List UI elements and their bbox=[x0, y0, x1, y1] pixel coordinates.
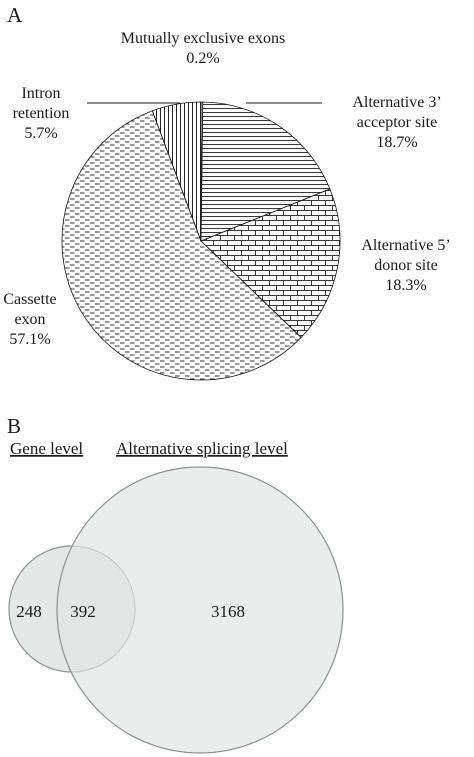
venn-count-splicing-only: 3168 bbox=[211, 602, 245, 621]
label-intron-retention-line-2: retention bbox=[13, 105, 70, 122]
venn-count-gene-only: 248 bbox=[16, 602, 42, 621]
venn-heading-alternative-splicing-level: Alternative splicing level bbox=[116, 439, 288, 458]
panel-b-letter: B bbox=[7, 414, 21, 438]
slice-cassette-exon bbox=[61, 110, 302, 381]
venn-diagram: Gene level Alternative splicing level 248 3… bbox=[8, 439, 344, 754]
label-mutually-exclusive-exons-line-1: Mutually exclusive exons bbox=[121, 30, 285, 47]
slice-intron-retention bbox=[151, 101, 202, 242]
label-alternative-5-donor-site-line-3: 18.3% bbox=[385, 277, 426, 294]
pie-chart bbox=[61, 101, 341, 381]
label-cassette-exon-line-2: exon bbox=[14, 311, 45, 328]
panel-a-letter: A bbox=[7, 3, 23, 27]
venn-heading-gene-level: Gene level bbox=[10, 439, 83, 458]
label-alternative-5-donor-site-line-1: Alternative 5’ bbox=[361, 237, 450, 254]
label-cassette-exon-line-3: 57.1% bbox=[9, 331, 50, 348]
slice-alternative-5-donor-site bbox=[200, 188, 341, 338]
label-intron-retention-line-3: 5.7% bbox=[24, 125, 57, 142]
label-alternative-3-acceptor-site-line-3: 18.7% bbox=[376, 134, 417, 151]
venn-count-overlap: 392 bbox=[70, 602, 96, 621]
label-alternative-3-acceptor-site-line-1: Alternative 3’ bbox=[352, 94, 441, 111]
slice-alternative-3-acceptor-site bbox=[200, 101, 331, 242]
label-alternative-3-acceptor-site-line-2: acceptor site bbox=[357, 114, 437, 131]
label-cassette-exon-line-1: Cassette bbox=[3, 291, 56, 308]
pie-labels: Mutually exclusive exons 0.2% Alternative … bbox=[3, 30, 450, 348]
label-mutually-exclusive-exons-line-2: 0.2% bbox=[186, 50, 219, 67]
label-intron-retention-line-1: Intron bbox=[21, 85, 60, 102]
venn-circle-alternative-splicing-level bbox=[56, 466, 344, 754]
label-alternative-5-donor-site-line-2: donor site bbox=[374, 257, 438, 274]
